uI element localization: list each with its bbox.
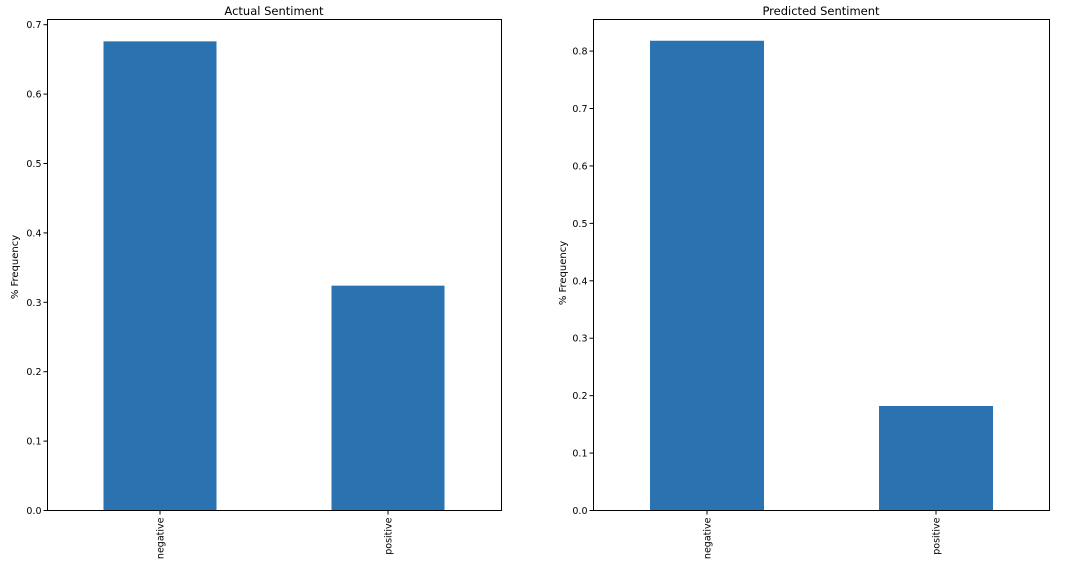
bars-group <box>650 40 993 511</box>
y-ticks-group: 0.0 0.1 0.2 0.3 0.4 0.5 0.6 0.7 <box>26 20 48 517</box>
x-tick-label: negative <box>703 517 714 559</box>
y-tick-label: 0.1 <box>26 437 41 448</box>
y-tick-label: 0.3 <box>572 334 587 345</box>
y-tick-label: 0.5 <box>26 159 41 170</box>
y-tick-label: 0.6 <box>572 161 587 172</box>
bar-negative <box>103 41 217 511</box>
y-tick-label: 0.6 <box>26 90 41 101</box>
y-tick-label: 0.2 <box>572 391 587 402</box>
chart-title: Actual Sentiment <box>224 4 324 18</box>
y-tick-label: 0.4 <box>26 228 41 239</box>
bar-positive <box>331 285 445 511</box>
x-ticks-group: negative positive <box>703 510 943 559</box>
bar-negative <box>650 40 764 511</box>
plot-frame <box>593 19 1050 511</box>
y-ticks-group: 0.0 0.1 0.2 0.3 0.4 0.5 0.6 0.7 0.8 <box>572 47 594 517</box>
y-tick-label: 0.7 <box>26 20 41 31</box>
actual-sentiment-chart: Actual Sentiment % Frequency 0.00.10.20.… <box>10 4 502 559</box>
x-tick-label: positive <box>384 517 395 554</box>
bar-positive <box>879 405 993 511</box>
plot-frame <box>47 19 502 511</box>
x-tick-label: positive <box>932 517 943 554</box>
bars-group <box>103 41 445 511</box>
y-tick-label: 0.1 <box>572 449 587 460</box>
predicted-sentiment-chart: Predicted Sentiment % Frequency 0.00.10.… <box>558 4 1050 559</box>
y-tick-label: 0.8 <box>572 47 587 58</box>
y-tick-label: 0.0 <box>26 506 41 517</box>
y-tick-label: 0.7 <box>572 104 587 115</box>
y-tick-label: 0.0 <box>572 506 587 517</box>
y-axis-label: % Frequency <box>558 241 569 305</box>
y-tick-label: 0.2 <box>26 367 41 378</box>
y-tick-label: 0.5 <box>572 219 587 230</box>
x-tick-label: negative <box>156 517 167 559</box>
y-tick-label: 0.3 <box>26 298 41 309</box>
y-axis-label: % Frequency <box>10 235 21 299</box>
chart-title: Predicted Sentiment <box>762 4 880 18</box>
y-tick-label: 0.4 <box>572 276 587 287</box>
x-ticks-group: negative positive <box>156 510 395 559</box>
